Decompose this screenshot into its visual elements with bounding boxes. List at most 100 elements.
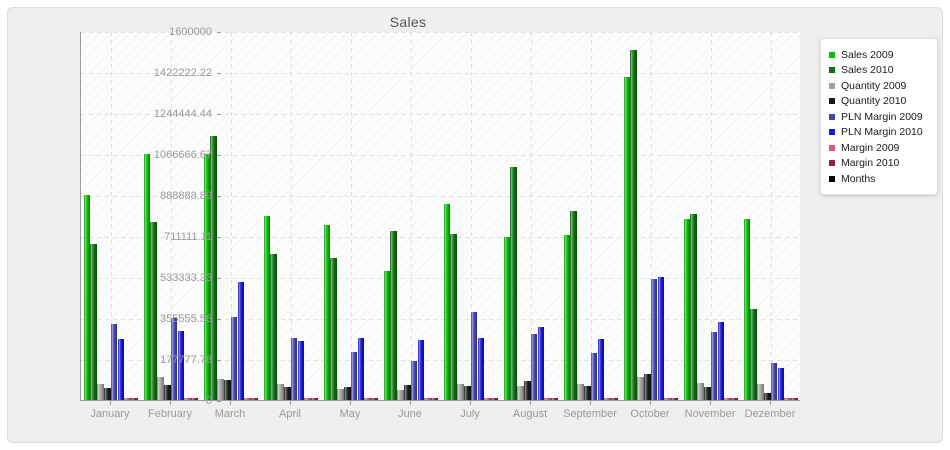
bar-pln-margin-2010 [537,326,545,400]
bar-pln-margin-2010 [717,321,725,400]
bar-quantity-2010 [763,393,771,400]
plot-area [80,31,801,401]
x-axis-category-label: Dezember [744,408,796,420]
bar-sales-2010 [210,136,218,400]
bar-sales-2010 [450,233,458,400]
x-axis-category-label: July [460,408,480,420]
bar-margin-2010 [371,397,378,400]
bar-sales-2010 [390,230,398,400]
bar-quantity-2009 [157,376,164,400]
y-gridline [81,72,800,74]
bar-quantity-2009 [277,384,284,400]
x-axis-tick [710,401,711,405]
x-gridline [410,32,412,400]
bar-sales-2010 [570,211,578,400]
bar-pln-margin-2009 [110,323,118,400]
legend-item: Sales 2009 [829,47,929,63]
x-axis-tick [650,401,651,405]
x-gridline [770,32,772,400]
legend-swatch [829,113,835,120]
bar-margin-2009 [184,398,192,400]
legend-item-label: Margin 2010 [841,157,900,170]
bar-pln-margin-2009 [170,318,178,400]
bar-margin-2009 [664,398,672,400]
legend-item-label: Sales 2009 [841,48,894,61]
y-gridline [81,277,800,279]
x-axis-tick [290,401,291,405]
y-axis-tick-label: 888888.89 [160,190,212,202]
y-axis-tick-label: 0 [205,395,212,407]
x-gridline [590,32,592,400]
bar-margin-2010 [191,397,198,400]
legend-swatch [829,175,835,182]
bar-sales-2009 [83,194,91,400]
bar-quantity-2009 [517,385,524,400]
y-axis-tick-label: 533333.33 [160,272,212,284]
x-axis-category-label: August [512,408,548,420]
y-axis-tick [217,237,221,238]
legend-item-label: PLN Margin 2009 [841,110,923,123]
bar-pln-margin-2009 [710,331,718,400]
bar-quantity-2010 [523,381,531,400]
y-axis-tick [217,155,221,156]
bar-quantity-2010 [703,386,711,400]
legend-swatch [829,160,835,167]
bar-sales-2009 [503,237,511,400]
bar-margin-2009 [424,398,432,400]
bar-group [561,32,621,400]
bar-pln-margin-2010 [297,340,305,400]
bar-group [741,32,801,400]
bar-group [201,32,261,400]
x-axis-tick [410,401,411,405]
x-axis-category-label: April [278,408,301,420]
x-axis-category-label: October [630,408,670,420]
legend-item: PLN Margin 2009 [829,109,929,125]
y-gridline [81,113,800,115]
bar-pln-margin-2010 [117,339,125,400]
y-axis-tick [217,278,221,279]
bar-pln-margin-2009 [470,312,478,400]
bar-margin-2009 [304,398,312,400]
x-axis-category-label: February [147,408,193,420]
legend-item: PLN Margin 2010 [829,125,929,141]
bar-sales-2009 [203,153,211,400]
bar-margin-2010 [131,397,138,400]
bar-quantity-2009 [337,388,344,400]
bar-pln-margin-2010 [237,281,245,400]
y-axis-tick-label: 177777.78 [160,354,212,366]
bar-quantity-2010 [103,388,111,400]
bar-quantity-2010 [343,386,351,400]
legend-item-label: Quantity 2010 [841,95,907,108]
bar-quantity-2009 [217,379,224,400]
bar-sales-2009 [383,270,391,400]
y-axis-tick-label: 1600000 [169,26,212,38]
bar-quantity-2010 [463,385,471,400]
x-axis-category-label: May [339,408,361,420]
bar-group [381,32,441,400]
bar-margin-2010 [491,397,498,400]
bar-quantity-2010 [163,385,171,400]
x-axis-tick [530,401,531,405]
bar-pln-margin-2009 [530,334,538,400]
y-gridline [81,236,800,238]
bar-pln-margin-2009 [290,338,298,400]
bar-pln-margin-2009 [410,361,418,400]
legend: Sales 2009 Sales 2010 Quantity 2009 Quantit… [820,38,938,195]
y-axis-tick-label: 1422222.22 [153,67,212,79]
y-gridline [81,31,800,33]
bar-quantity-2009 [577,384,584,400]
bar-sales-2009 [563,234,571,400]
y-gridline [81,154,800,156]
y-axis-tick [217,32,221,33]
y-axis-tick-label: 1066666.67 [153,149,212,161]
legend-swatch [829,51,835,58]
bar-group [501,32,561,400]
bar-margin-2009 [604,398,612,400]
bar-quantity-2009 [757,384,764,400]
bar-pln-margin-2010 [477,337,485,400]
bar-quantity-2010 [583,385,591,400]
bar-quantity-2009 [457,384,464,400]
bar-sales-2010 [750,309,758,400]
bar-sales-2010 [630,50,638,400]
x-axis-category-label: January [90,408,130,420]
